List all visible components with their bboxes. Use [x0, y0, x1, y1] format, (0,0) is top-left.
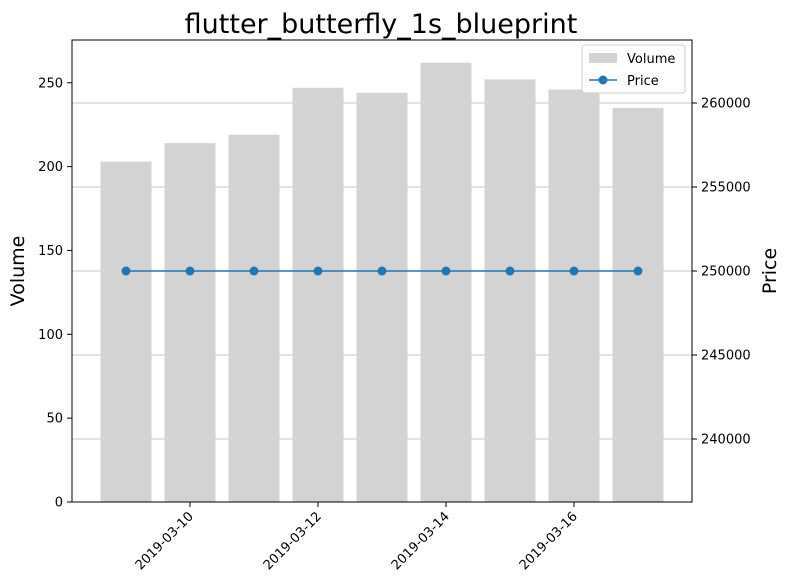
- y-tick-label: 100: [38, 328, 63, 343]
- price-point: [249, 266, 259, 276]
- y-axis-title: Volume: [7, 236, 29, 307]
- volume-bar: [356, 92, 408, 502]
- x-tick-label: 2019-03-14: [389, 509, 453, 573]
- legend-label-price: Price: [627, 74, 659, 89]
- price-line: [121, 266, 643, 276]
- y-tick-label: 250: [38, 76, 63, 91]
- price-point: [441, 266, 451, 276]
- price-point: [633, 266, 643, 276]
- y-axis-right: 240000 245000 250000 255000 260000: [692, 97, 751, 448]
- y-tick-label: 50: [46, 412, 63, 427]
- volume-bar: [612, 107, 664, 503]
- y-tick-label: 200: [38, 160, 63, 175]
- price-point: [377, 266, 387, 276]
- price-point: [569, 266, 579, 276]
- y-tick-label: 0: [55, 496, 63, 511]
- y-tick-label: 150: [38, 244, 63, 259]
- y2-tick-label: 260000: [701, 97, 751, 112]
- x-tick-label: 2019-03-10: [133, 509, 197, 573]
- price-point: [121, 266, 131, 276]
- y2-tick-label: 240000: [701, 433, 751, 448]
- x-tick-label: 2019-03-16: [517, 509, 581, 573]
- volume-bars: [100, 62, 664, 503]
- volume-bar: [228, 134, 280, 502]
- chart-title: flutter_butterfly_1s_blueprint: [185, 9, 578, 40]
- price-point: [505, 266, 515, 276]
- volume-bar: [292, 87, 344, 503]
- price-point: [313, 266, 323, 276]
- y2-tick-label: 250000: [701, 265, 751, 280]
- legend-swatch-price-marker: [598, 75, 608, 85]
- x-axis: 2019-03-10 2019-03-12 2019-03-14 2019-03-16: [133, 502, 581, 573]
- y2-tick-label: 245000: [701, 349, 751, 364]
- y2-tick-label: 255000: [701, 181, 751, 196]
- x-tick-label: 2019-03-12: [261, 509, 325, 573]
- volume-bar: [100, 161, 152, 502]
- legend: Volume Price: [581, 44, 686, 94]
- y2-axis-title: Price: [759, 248, 781, 294]
- volume-bar: [420, 62, 472, 502]
- volume-bar: [484, 79, 536, 502]
- volume-bar: [548, 89, 600, 502]
- price-point: [185, 266, 195, 276]
- y-axis-left: 0 50 100 150 200 250: [38, 76, 72, 511]
- legend-swatch-volume: [589, 53, 617, 63]
- legend-label-volume: Volume: [627, 52, 675, 67]
- volume-bar: [164, 143, 216, 502]
